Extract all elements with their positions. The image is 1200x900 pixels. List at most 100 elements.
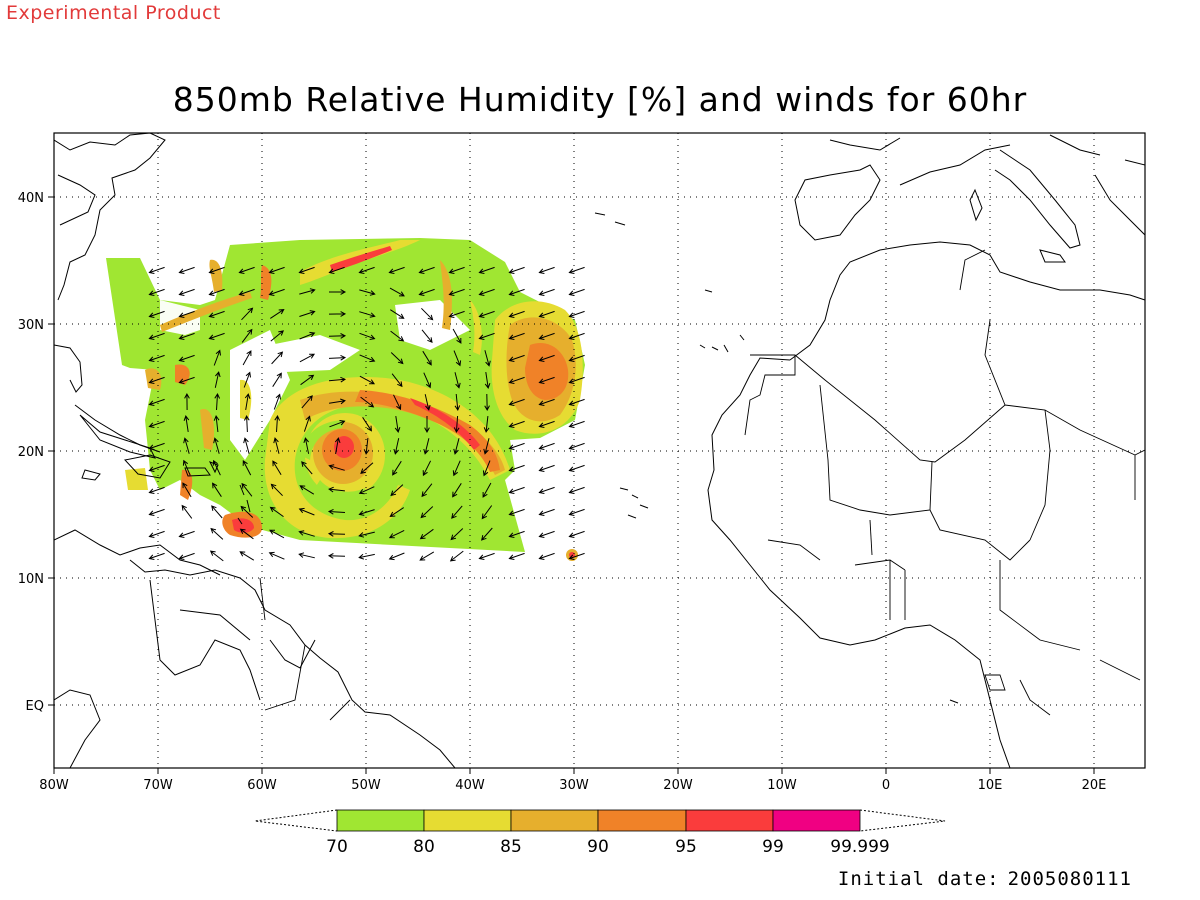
wind-arrow	[359, 332, 376, 340]
wind-arrow	[239, 528, 254, 540]
wind-arrow	[148, 310, 165, 318]
wind-arrow	[508, 420, 525, 428]
wind-arrow	[508, 376, 525, 384]
wind-arrow	[301, 461, 313, 475]
wind-arrow	[538, 398, 555, 406]
wind-arrow	[178, 288, 195, 296]
wind-arrow	[360, 396, 375, 408]
wind-arrow	[483, 438, 490, 455]
colorbar-label: 70	[326, 837, 348, 857]
wind-arrow	[329, 420, 346, 428]
wind-arrow	[214, 392, 221, 411]
wind-arrow	[299, 288, 316, 295]
wind-arrow	[484, 372, 491, 389]
wind-arrow	[484, 350, 491, 367]
wind-arrow	[148, 288, 165, 296]
wind-arrow	[478, 310, 495, 318]
wind-arrow	[148, 332, 165, 340]
wind-arrow	[327, 508, 346, 515]
initial-date-label: Initial date:	[837, 868, 1000, 890]
wind-arrow	[388, 529, 405, 539]
wind-arrow	[508, 266, 525, 274]
wind-arrow	[358, 509, 375, 516]
wind-arrow	[393, 438, 400, 455]
wind-arrow	[538, 552, 555, 560]
wind-arrow	[538, 354, 555, 362]
wind-arrow	[421, 307, 434, 321]
wind-arrow	[178, 552, 195, 560]
wind-arrow	[508, 332, 525, 340]
wind-arrow	[243, 414, 250, 433]
wind-arrow	[423, 438, 430, 455]
wind-arrow	[448, 310, 465, 318]
initial-date: Initial date: 2005080111	[838, 868, 1132, 890]
wind-arrow	[358, 531, 375, 538]
wind-arrow	[181, 504, 193, 519]
colorbar-label: 85	[500, 837, 522, 857]
wind-arrow	[454, 372, 461, 389]
wind-arrow	[418, 266, 435, 274]
colorbar-swatch	[597, 809, 687, 832]
wind-arrow	[568, 508, 585, 516]
wind-arrow	[213, 349, 221, 366]
wind-arrow	[328, 311, 347, 317]
wind-arrow	[390, 309, 405, 319]
wind-arrow	[271, 351, 284, 365]
wind-arrow	[359, 289, 376, 296]
lon-label: 10E	[978, 778, 1003, 793]
wind-arrow	[422, 460, 432, 477]
wind-arrow	[328, 266, 345, 274]
wind-arrow	[329, 289, 347, 295]
wind-arrow	[568, 354, 585, 362]
colorbar-swatch	[423, 809, 512, 832]
colorbar-label: 95	[675, 837, 697, 857]
wind-arrow	[454, 393, 461, 412]
lat-label: 40N	[18, 191, 44, 206]
wind-arrow	[358, 266, 375, 274]
wind-arrow	[538, 288, 555, 296]
colorbar: 70 80 85 90 95 99 99.999	[254, 809, 946, 857]
rh-shading	[106, 238, 585, 561]
wind-arrow	[508, 310, 525, 318]
wind-arrow	[508, 398, 525, 406]
wind-arrow	[423, 372, 432, 389]
wind-arrow	[478, 332, 495, 340]
wind-arrow	[538, 442, 555, 450]
wind-arrow	[148, 464, 165, 472]
wind-arrow	[208, 266, 225, 274]
wind-arrow	[362, 417, 372, 432]
wind-arrow	[568, 398, 585, 406]
lon-label: 20E	[1082, 778, 1107, 793]
wind-arrow	[178, 530, 195, 538]
wind-arrow	[538, 376, 555, 384]
lat-label: EQ	[26, 699, 44, 714]
wind-arrow	[239, 551, 255, 561]
wind-arrow	[241, 328, 253, 343]
wind-arrow	[420, 506, 434, 519]
wind-arrow	[481, 527, 493, 541]
wind-arrow	[568, 530, 585, 538]
wind-arrow	[209, 550, 224, 562]
wind-arrow	[453, 350, 462, 367]
wind-arrow	[148, 420, 165, 428]
wind-arrow	[301, 395, 313, 409]
colorbar-swatch	[772, 809, 861, 832]
wind-arrow	[303, 437, 310, 454]
wind-arrow	[328, 333, 347, 339]
wind-arrow	[303, 415, 311, 432]
wind-arrow	[243, 437, 250, 454]
lon-label: 10W	[767, 778, 797, 793]
wind-arrow	[327, 531, 346, 537]
wind-arrow	[299, 331, 316, 340]
wind-arrow	[538, 508, 555, 516]
wind-arrow	[274, 414, 281, 433]
wind-arrow	[393, 394, 402, 411]
wind-arrow	[508, 530, 525, 538]
wind-arrow	[298, 507, 315, 516]
colorbar-right-extension	[859, 809, 946, 832]
wind-arrow	[568, 486, 585, 494]
wind-arrow	[450, 528, 464, 541]
coastlines	[54, 133, 1145, 768]
wind-arrow	[392, 460, 402, 476]
